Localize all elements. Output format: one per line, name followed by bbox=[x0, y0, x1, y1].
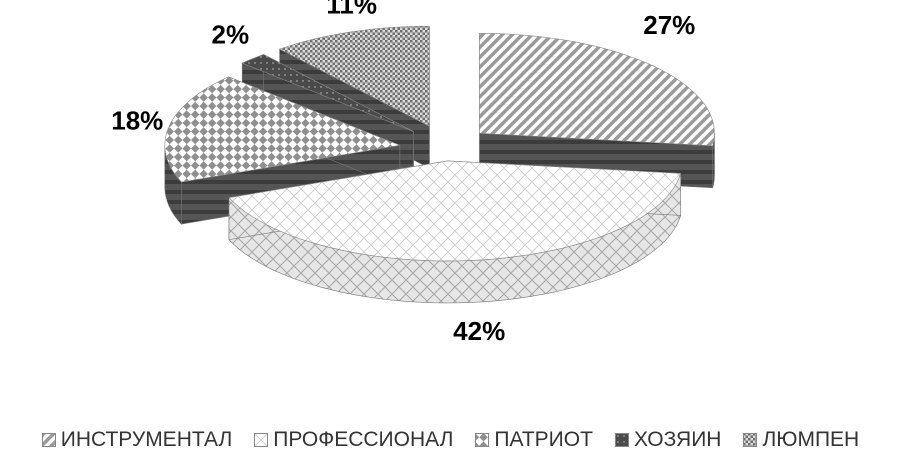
legend-label-patriot: ПАТРИОТ bbox=[494, 428, 593, 451]
data-label-instrumental: 27% bbox=[643, 10, 695, 40]
pie-slice-top-hozyain bbox=[241, 54, 414, 132]
pie-slice-top-instrumental bbox=[479, 32, 715, 147]
legend-item-professional: ПРОФЕССИОНАЛ bbox=[254, 428, 453, 452]
legend-label-hozyain: ХОЗЯИН bbox=[633, 428, 722, 451]
legend-item-instrumental: ИНСТРУМЕНТАЛ bbox=[41, 428, 233, 452]
pie-chart-canvas: 11% 2% 27% 18% 42% bbox=[111, 0, 715, 346]
legend-label-instrumental: ИНСТРУМЕНТАЛ bbox=[60, 428, 233, 451]
pie-slice-top-professional bbox=[228, 160, 682, 262]
data-label-hozyain: 2% bbox=[212, 20, 250, 50]
legend-swatch-lumpen bbox=[743, 433, 758, 447]
legend-swatch-instrumental bbox=[41, 433, 56, 447]
legend-item-patriot: ПАТРИОТ bbox=[475, 428, 593, 452]
pie-slice-top-lumpen bbox=[278, 25, 430, 127]
data-label-professional: 42% bbox=[453, 316, 505, 346]
pie-slice-professional bbox=[228, 160, 682, 304]
data-label-lumpen: 11% bbox=[326, 0, 377, 20]
legend-label-professional: ПРОФЕССИОНАЛ bbox=[273, 428, 454, 451]
legend: ИНСТРУМЕНТАЛ ПРОФЕССИОНАЛ ПАТРИОТ ХОЗЯИН ЛЮМ… bbox=[0, 428, 901, 452]
legend-swatch-professional bbox=[254, 433, 269, 447]
legend-swatch-patriot bbox=[475, 433, 490, 447]
legend-item-hozyain: ХОЗЯИН bbox=[614, 428, 722, 452]
legend-item-lumpen: ЛЮМПЕН bbox=[743, 428, 859, 452]
legend-swatch-hozyain bbox=[614, 433, 629, 447]
pie-slice-top-patriot bbox=[164, 76, 401, 183]
legend-label-lumpen: ЛЮМПЕН bbox=[762, 428, 860, 451]
data-label-patriot: 18% bbox=[111, 106, 163, 136]
